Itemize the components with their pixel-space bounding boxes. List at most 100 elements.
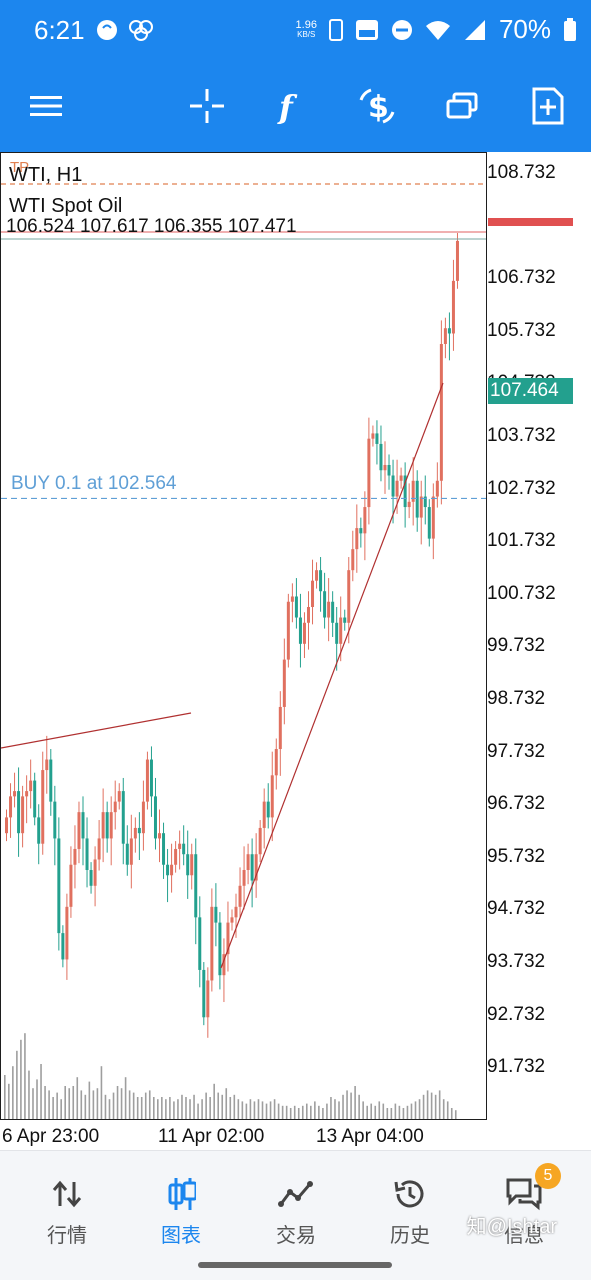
candle-body [170,864,174,876]
volume-bar [4,1075,6,1119]
candle-body [351,549,355,571]
candlestick-chart[interactable] [1,153,487,1120]
candle-body [262,801,266,828]
price-tick-label: 93.732 [487,951,546,972]
nav-chart[interactable]: 图表 [136,1177,226,1248]
bottom-navigation: 行情 图表 交易 历史 5 信息 [0,1150,591,1280]
volume-bar [289,1108,292,1119]
candle-body [186,854,190,876]
volume-bar [52,1097,54,1119]
price-tick-label: 108.732 [487,162,556,183]
candle-body [339,617,343,644]
trend-line-upper [1,712,192,749]
volume-bar [314,1101,316,1119]
menu-button[interactable] [24,84,68,128]
volume-bar [378,1101,381,1119]
signal-4g-icon [464,19,485,40]
volume-bar [40,1064,42,1119]
volume-bar [100,1066,103,1119]
watermark: 知@Ishtar [466,1216,557,1238]
candle-body [427,507,431,539]
volume-bar [285,1105,288,1119]
candle-body [391,475,395,497]
volume-bar [305,1103,308,1119]
volume-bar [338,1101,340,1119]
volume-bar [390,1108,393,1119]
trade-button[interactable]: $ [355,84,399,128]
candle-body [302,622,306,644]
candle-body [61,933,65,960]
volume-bar [16,1050,18,1119]
nav-trade[interactable]: 交易 [251,1177,341,1248]
candle-body [439,344,443,481]
volume-bar [213,1083,215,1119]
candle-body [274,749,278,776]
time-label-2: 11 Apr 02:00 [158,1126,265,1147]
volume-bar [193,1094,195,1119]
volume-bar [80,1090,83,1119]
candle-body [311,580,315,608]
candle-body [411,480,415,502]
price-tick-label: 91.732 [487,1056,546,1078]
crosshair-button[interactable] [185,84,229,128]
buy-order-label[interactable]: BUY 0.1 at 102.564 [11,473,177,494]
volume-bar [112,1092,115,1119]
volte-icon [355,19,378,40]
volume-bar [277,1103,280,1119]
volume-bar [84,1094,87,1119]
volume-bar [342,1094,344,1119]
volume-bar [116,1086,119,1119]
candle-body [294,596,298,618]
new-page-icon [532,87,564,125]
net-speed: 1.96 KB/S [296,19,317,40]
nav-messages[interactable]: 5 信息 [479,1163,569,1248]
new-order-button[interactable] [526,84,570,128]
candle-body [37,817,41,844]
nav-label-messages: 信息 [504,1223,544,1247]
volume-bar [136,1097,139,1119]
nav-quotes[interactable]: 行情 [22,1177,112,1248]
volume-bar [64,1086,66,1119]
candle-body [250,854,254,881]
home-indicator[interactable] [198,1262,392,1268]
candle-body [379,443,383,471]
candle-body [246,854,250,871]
windows-button[interactable] [440,84,484,128]
price-tick-label: 105.732 [487,319,556,341]
volume-bar [72,1086,75,1119]
volume-bar [386,1108,389,1119]
volume-bar [189,1099,191,1119]
candle-body [41,770,45,844]
volume-bar [253,1101,256,1119]
menu-icon [30,96,62,116]
volume-bar [197,1103,199,1119]
candle-body [9,796,13,818]
volume-bar [76,1077,79,1119]
volume-bar [8,1083,10,1119]
candle-body [222,954,226,976]
nav-history[interactable]: 历史 [365,1177,455,1248]
volume-bar [281,1105,284,1119]
candle-body [13,791,17,797]
volume-bar [310,1105,312,1119]
volume-bar [24,1033,26,1119]
chart-area[interactable]: TP WTI, H1 WTI Spot Oil 106.524 107.617 … [0,152,487,1120]
candle-body [447,328,451,334]
candle-body [214,906,218,923]
candle-body [419,496,423,518]
volume-bar [245,1103,248,1119]
candle-body [182,843,186,855]
candle-body [153,796,157,839]
indicators-button[interactable]: f [268,84,312,128]
volume-bar [169,1097,171,1119]
candle-body [206,980,210,1018]
volume-bar [205,1092,207,1119]
indicator-f-icon: f [277,88,298,124]
candle-body [198,917,202,970]
volume-bar [418,1099,421,1119]
battery-percentage: 70% [498,14,551,44]
top-bar: 6:21 1.96 KB/S 70% f $ [0,0,591,152]
volume-bar [161,1097,163,1119]
candle-body [17,791,21,834]
volume-bar [148,1090,151,1119]
